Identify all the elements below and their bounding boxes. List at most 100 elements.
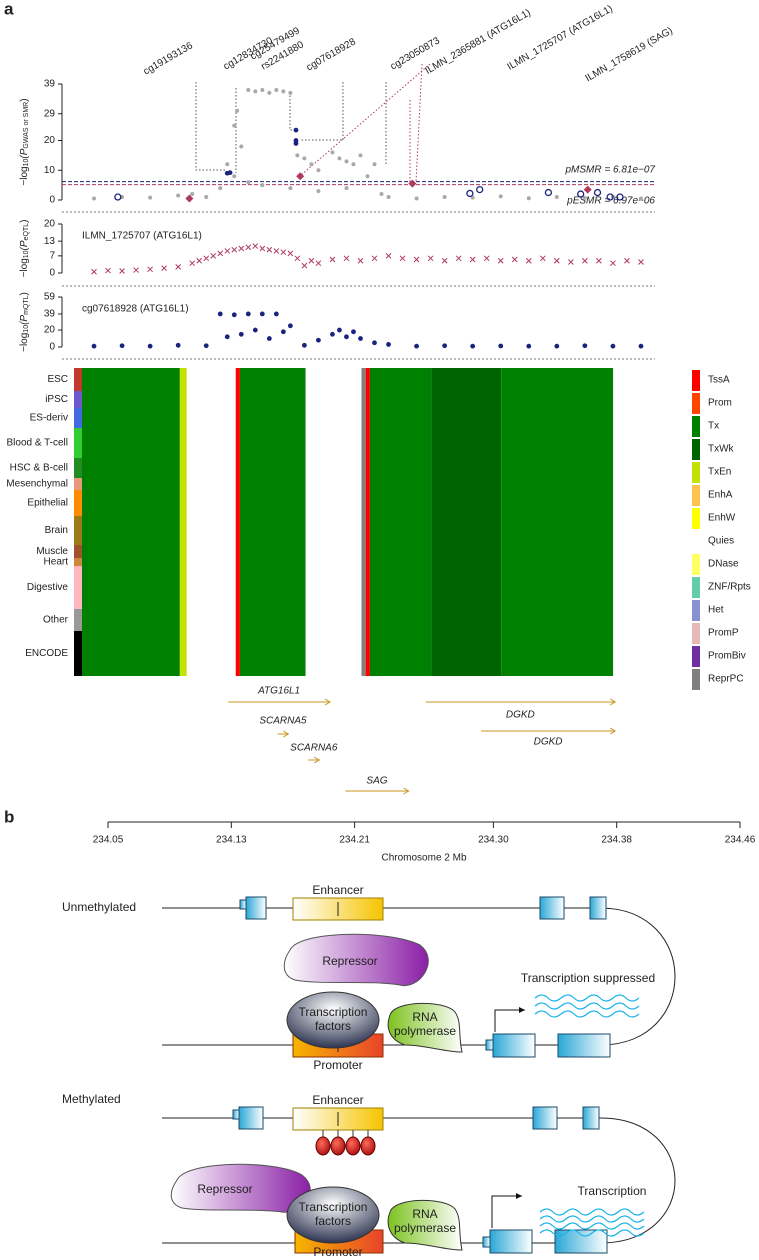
x-tick-label: 234.46	[725, 835, 756, 846]
x-tick-label: 234.13	[216, 835, 247, 846]
group-bar	[74, 545, 82, 558]
legend-swatch	[692, 554, 700, 575]
point	[610, 343, 616, 349]
y-label-part: 10	[23, 158, 30, 166]
point	[483, 255, 490, 262]
point	[337, 156, 342, 161]
point	[280, 249, 287, 256]
point	[190, 192, 195, 197]
x-tick-label: 234.30	[478, 835, 509, 846]
pol-line: RNA	[412, 1207, 437, 1221]
group-bar	[74, 458, 82, 478]
gene-label: SAG	[366, 776, 387, 787]
y-label-part: )	[19, 292, 30, 295]
point	[385, 252, 392, 259]
point	[273, 248, 280, 254]
point	[539, 255, 546, 262]
point	[610, 260, 616, 267]
gene-arrow	[425, 698, 617, 706]
point	[147, 266, 153, 273]
point	[399, 255, 406, 262]
threshold-label: pMSMR = 6.81e−07	[565, 164, 656, 175]
y-label-part: −log	[19, 258, 30, 277]
state-title: Unmethylated	[62, 900, 136, 914]
group-bar	[74, 490, 82, 516]
point	[196, 257, 203, 264]
point	[371, 255, 378, 262]
point	[316, 337, 321, 343]
point	[330, 150, 335, 155]
point	[267, 90, 272, 95]
y-label-part: eQTL	[23, 223, 30, 241]
point	[593, 188, 602, 197]
point	[91, 343, 97, 349]
point	[554, 343, 560, 349]
point	[606, 193, 614, 201]
point	[582, 195, 587, 200]
group-label: iPSC	[45, 394, 68, 405]
point	[245, 244, 252, 251]
legend-label: PromBiv	[708, 651, 746, 662]
group-bar	[74, 516, 82, 545]
promoter-label: Promoter	[313, 1058, 362, 1072]
group-label: HSC & B-cell	[10, 463, 68, 474]
point	[469, 256, 476, 263]
point	[408, 179, 417, 188]
group-bar	[74, 631, 82, 676]
point	[365, 174, 370, 179]
legend-swatch	[692, 462, 700, 483]
point	[351, 162, 356, 167]
y-label-part: (P	[19, 148, 30, 158]
x-tick-label: 234.38	[601, 835, 632, 846]
point	[224, 248, 231, 254]
point	[301, 262, 308, 269]
chromatin-block	[305, 368, 362, 676]
y-label-part: )	[19, 98, 30, 101]
point	[260, 87, 265, 92]
group-bar	[74, 428, 82, 458]
point	[273, 311, 279, 317]
legend-swatch	[692, 370, 700, 391]
point	[287, 323, 293, 329]
enhancer-label: Enhancer	[312, 883, 363, 897]
point	[293, 127, 299, 133]
point	[176, 193, 181, 198]
legend-swatch	[692, 531, 700, 552]
point	[470, 343, 476, 349]
point	[293, 141, 299, 146]
point	[511, 256, 518, 263]
point	[288, 186, 293, 191]
point	[372, 162, 377, 167]
track-label: ILMN_1725707 (ATG16L1)	[82, 231, 202, 242]
point	[280, 329, 286, 335]
point	[442, 195, 447, 200]
point	[309, 162, 314, 167]
promoter-label: Promoter	[313, 1245, 362, 1259]
point	[427, 255, 434, 262]
x-tick-label: 234.21	[339, 835, 370, 846]
legend-label: TssA	[708, 375, 730, 386]
tf-line: factors	[315, 1019, 351, 1033]
point	[253, 89, 258, 94]
gene-arrow	[308, 756, 321, 764]
point	[638, 259, 644, 265]
point	[296, 172, 305, 181]
tf-line: Transcription	[299, 1200, 368, 1214]
pol-line: polymerase	[394, 1024, 456, 1038]
legend-label: DNase	[708, 559, 739, 570]
y-tick-label: 13	[44, 236, 56, 247]
group-label: Muscle	[36, 546, 68, 557]
y-label-part: mQTL	[23, 295, 30, 315]
point	[577, 190, 585, 198]
diagram-methylated: Methylated Enhancer Repressor Transcript…	[62, 1092, 676, 1259]
point	[204, 195, 209, 200]
point	[442, 343, 448, 349]
point	[553, 257, 560, 264]
point	[217, 250, 224, 257]
panel-label: b	[4, 807, 14, 826]
point	[147, 343, 153, 349]
chromatin-block	[369, 368, 432, 676]
group-label: Heart	[44, 557, 69, 568]
point	[568, 259, 574, 265]
group-label: Epithelial	[27, 498, 68, 509]
